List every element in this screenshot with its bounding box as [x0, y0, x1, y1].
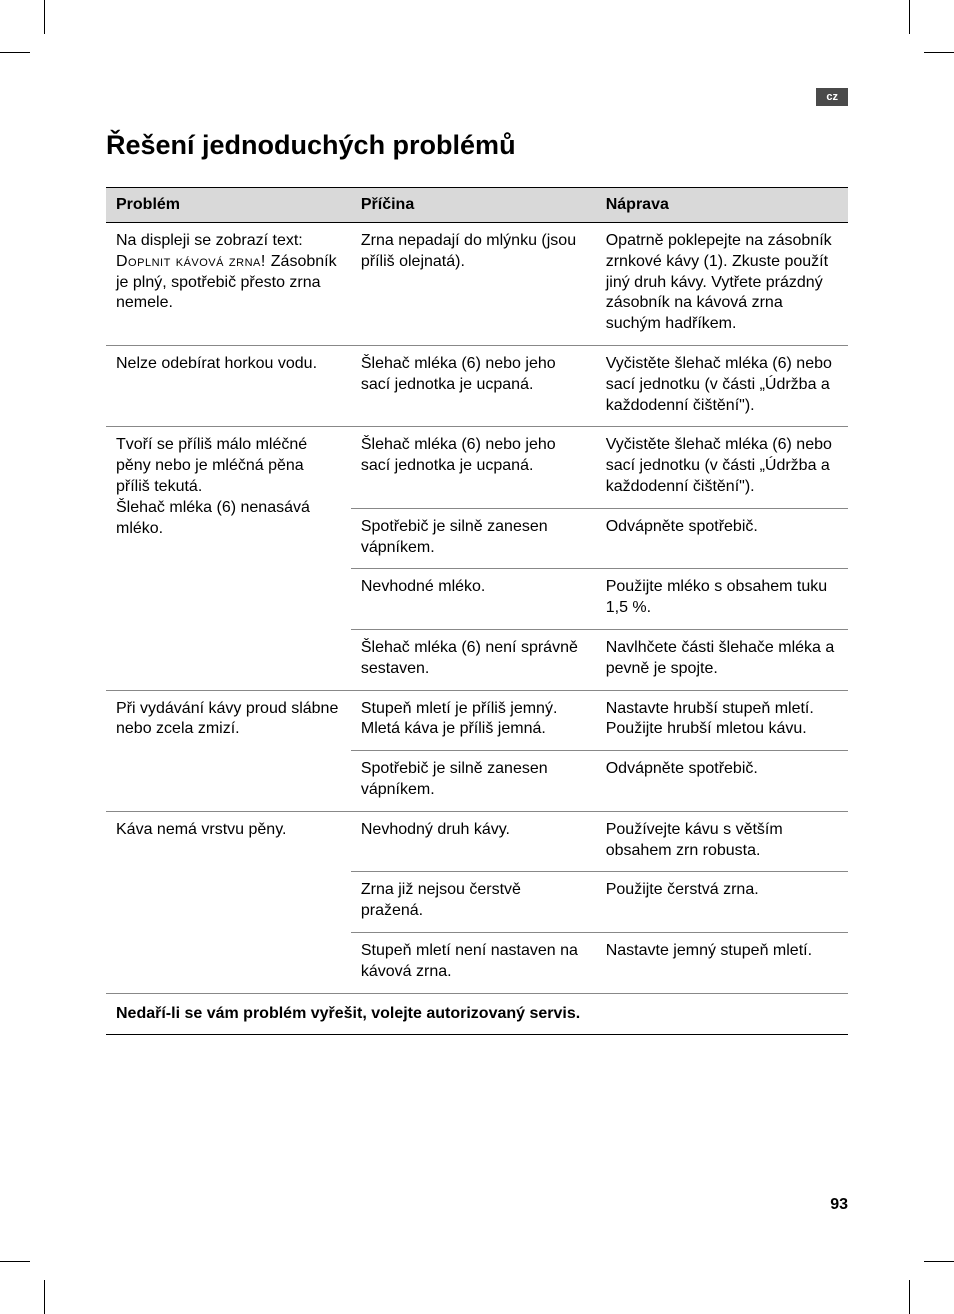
cell-fix: Používejte kávu s větším obsahem zrn rob… — [596, 811, 848, 872]
cell-cause: Nevhodný druh kávy. — [351, 811, 596, 872]
column-header-cause: Příčina — [351, 188, 596, 223]
crop-mark — [44, 0, 45, 34]
crop-mark — [924, 1261, 954, 1262]
cell-fix: Navlhčete části šlehače mléka a pevně je… — [596, 629, 848, 690]
table-row: Nelze odebírat horkou vodu. Šlehač mléka… — [106, 345, 848, 426]
table-row: Na displeji se zobrazí text: Doplnit káv… — [106, 223, 848, 346]
crop-mark — [0, 52, 30, 53]
cell-cause: Spotřebič je silně zanesen vápníkem. — [351, 508, 596, 569]
crop-mark — [0, 1261, 30, 1262]
language-tab: cz — [816, 88, 848, 106]
cell-problem: Při vydávání kávy proud slábne nebo zcel… — [106, 690, 351, 811]
small-caps-text: Doplnit kávová zrna! — [116, 253, 271, 270]
table-row: Káva nemá vrstvu pěny. Nevhodný druh káv… — [106, 811, 848, 872]
cell-cause: Zrna již nejsou čerstvě pražená. — [351, 872, 596, 933]
cell-cause: Nevhodné mléko. — [351, 569, 596, 630]
cell-fix: Nastavte jemný stupeň mletí. — [596, 932, 848, 993]
cell-fix: Vyčistěte šlehač mléka (6) nebo sací jed… — [596, 427, 848, 508]
table-row: Při vydávání kávy proud slábne nebo zcel… — [106, 690, 848, 751]
crop-mark — [909, 0, 910, 34]
cell-problem: Na displeji se zobrazí text: Doplnit káv… — [106, 223, 351, 346]
page-number: 93 — [830, 1196, 848, 1214]
cell-cause: Stupeň mletí je příliš jemný. Mletá káva… — [351, 690, 596, 751]
cell-fix: Použijte čerstvá zrna. — [596, 872, 848, 933]
cell-fix: Odvápněte spotřebič. — [596, 751, 848, 812]
cell-fix: Odvápněte spotřebič. — [596, 508, 848, 569]
cell-cause: Zrna nepadají do mlýnku (jsou příliš ole… — [351, 223, 596, 346]
cell-problem: Nelze odebírat horkou vodu. — [106, 345, 351, 426]
crop-mark — [44, 1280, 45, 1314]
cell-fix: Opatrně poklepejte na zásobník zrnkové k… — [596, 223, 848, 346]
cell-cause: Stupeň mletí není nastaven na kávová zrn… — [351, 932, 596, 993]
troubleshooting-table: Problém Příčina Náprava Na displeji se z… — [106, 187, 848, 1035]
page-title: Řešení jednoduchých problémů — [106, 130, 848, 161]
column-header-fix: Náprava — [596, 188, 848, 223]
cell-fix: Vyčistěte šlehač mléka (6) nebo sací jed… — [596, 345, 848, 426]
text: Na displeji se zobrazí text: — [116, 232, 303, 249]
cell-cause: Spotřebič je silně zanesen vápníkem. — [351, 751, 596, 812]
table-row: Tvoří se příliš málo mléčné pěny nebo je… — [106, 427, 848, 508]
cell-fix: Nastavte hrubší stupeň mletí. Použijte h… — [596, 690, 848, 751]
footer-text: Nedaří-li se vám problém vyřešit, volejt… — [106, 993, 848, 1035]
table-footer-row: Nedaří-li se vám problém vyřešit, volejt… — [106, 993, 848, 1035]
crop-mark — [924, 52, 954, 53]
cell-cause: Šlehač mléka (6) nebo jeho sací jednotka… — [351, 427, 596, 508]
cell-problem: Káva nemá vrstvu pěny. — [106, 811, 351, 993]
cell-problem: Tvoří se příliš málo mléčné pěny nebo je… — [106, 427, 351, 690]
cell-cause: Šlehač mléka (6) nebo jeho sací jednotka… — [351, 345, 596, 426]
cell-cause: Šlehač mléka (6) není správně sestaven. — [351, 629, 596, 690]
table-header-row: Problém Příčina Náprava — [106, 188, 848, 223]
crop-mark — [909, 1280, 910, 1314]
cell-fix: Použijte mléko s obsahem tuku 1,5 %. — [596, 569, 848, 630]
column-header-problem: Problém — [106, 188, 351, 223]
page-content: Řešení jednoduchých problémů Problém Pří… — [106, 130, 848, 1035]
